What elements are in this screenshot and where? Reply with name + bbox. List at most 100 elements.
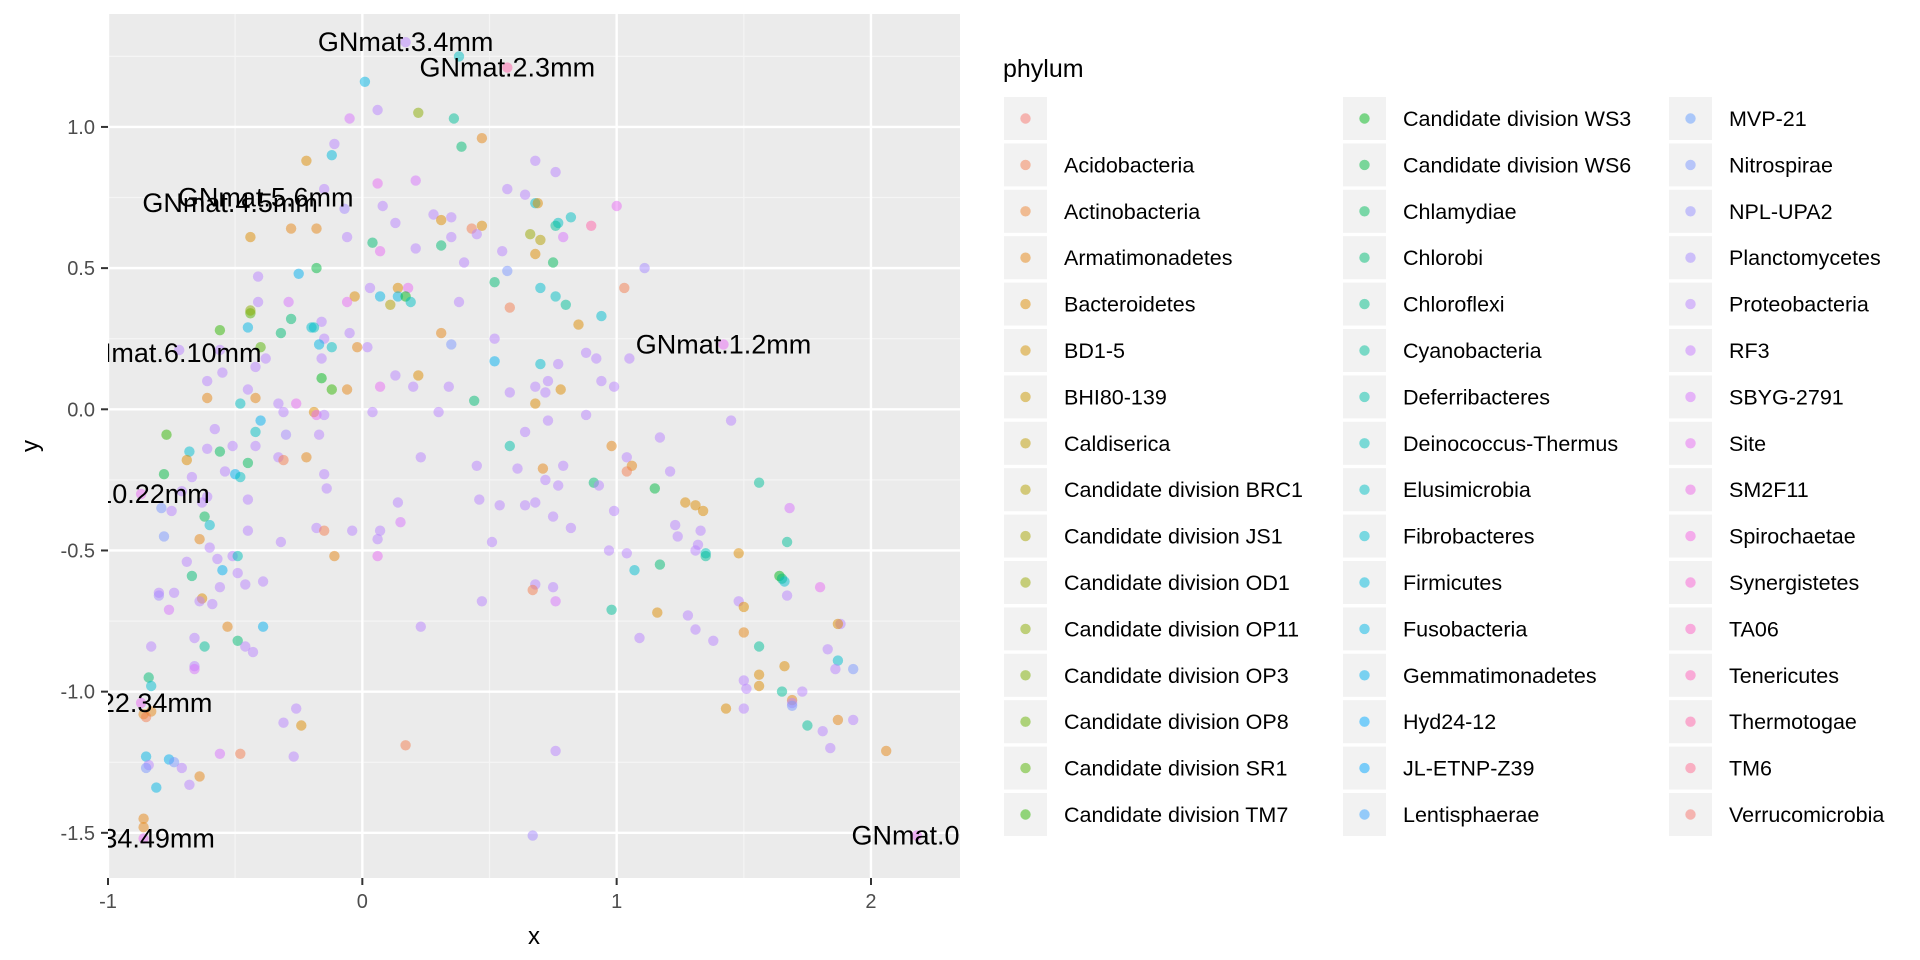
data-point bbox=[245, 305, 256, 316]
data-point bbox=[214, 446, 226, 457]
data-point bbox=[436, 240, 447, 251]
data-point bbox=[580, 347, 592, 358]
data-point bbox=[374, 381, 386, 392]
data-point bbox=[288, 751, 299, 762]
sample-label: at.10.22mm bbox=[67, 479, 210, 509]
data-point bbox=[446, 339, 457, 350]
legend-swatch bbox=[1359, 623, 1370, 635]
data-point bbox=[550, 220, 561, 231]
data-point bbox=[608, 381, 620, 392]
data-point bbox=[797, 686, 808, 697]
legend-swatch bbox=[1359, 391, 1370, 403]
data-point bbox=[341, 231, 353, 243]
data-point bbox=[181, 454, 192, 466]
data-point bbox=[690, 545, 701, 556]
legend-label: Hyd24-12 bbox=[1403, 710, 1496, 734]
data-point bbox=[140, 711, 152, 723]
legend-label: Chloroflexi bbox=[1403, 293, 1505, 317]
legend-swatch bbox=[1359, 113, 1370, 124]
data-point bbox=[240, 579, 251, 590]
data-point bbox=[504, 440, 515, 452]
legend-label: NPL-UPA2 bbox=[1729, 200, 1833, 224]
data-point bbox=[738, 675, 749, 686]
legend-label: Candidate division OP11 bbox=[1064, 617, 1299, 641]
data-point bbox=[621, 548, 632, 559]
legend-swatch bbox=[1020, 113, 1031, 124]
data-point bbox=[781, 536, 793, 548]
data-point bbox=[542, 375, 554, 387]
data-point bbox=[733, 548, 744, 559]
legend-swatch bbox=[1359, 345, 1370, 356]
legend-swatch bbox=[1020, 577, 1031, 588]
data-point bbox=[392, 497, 404, 508]
data-point bbox=[273, 398, 284, 409]
data-point bbox=[504, 302, 515, 313]
data-point bbox=[530, 381, 541, 392]
data-point bbox=[395, 517, 406, 528]
legend-swatch bbox=[1020, 345, 1031, 356]
data-point bbox=[255, 415, 266, 426]
data-point bbox=[163, 604, 175, 615]
data-point bbox=[291, 398, 302, 409]
legend-label: Synergistetes bbox=[1729, 571, 1859, 595]
data-point bbox=[453, 51, 465, 62]
data-point bbox=[242, 384, 254, 395]
data-point bbox=[560, 299, 571, 310]
data-point bbox=[250, 361, 261, 373]
data-point bbox=[591, 353, 602, 364]
data-point bbox=[471, 229, 482, 240]
legend-label: Bacteroidetes bbox=[1064, 293, 1195, 317]
data-point bbox=[586, 220, 597, 231]
legend-swatch bbox=[1685, 762, 1696, 774]
data-point bbox=[189, 663, 200, 675]
data-point bbox=[848, 663, 859, 675]
data-point bbox=[446, 212, 457, 223]
legend-swatch bbox=[1020, 762, 1031, 774]
data-point bbox=[326, 384, 337, 395]
legend-swatch bbox=[1685, 484, 1696, 495]
sample-label: GNmat.0.1 bbox=[852, 821, 983, 851]
data-point bbox=[558, 460, 569, 471]
data-point bbox=[458, 257, 470, 268]
data-point bbox=[313, 339, 325, 350]
data-point bbox=[738, 627, 749, 638]
data-point bbox=[456, 141, 467, 152]
data-point bbox=[593, 480, 605, 491]
data-point bbox=[158, 531, 170, 542]
sample-label: at.34.49mm bbox=[72, 824, 215, 854]
data-point bbox=[530, 155, 541, 166]
data-point bbox=[319, 469, 330, 480]
x-tick-label: 0 bbox=[357, 891, 368, 913]
data-point bbox=[316, 316, 327, 327]
legend-swatch bbox=[1020, 298, 1031, 310]
data-point bbox=[547, 511, 559, 522]
legend-label: Actinobacteria bbox=[1064, 200, 1200, 224]
data-point bbox=[512, 463, 523, 474]
sample-label: GNmat.2.3mm bbox=[420, 53, 596, 83]
data-point bbox=[654, 559, 666, 570]
data-point bbox=[240, 641, 251, 652]
data-point bbox=[753, 477, 765, 488]
data-point bbox=[367, 237, 378, 248]
data-point bbox=[786, 700, 798, 711]
data-point bbox=[530, 248, 541, 260]
legend-swatch bbox=[1685, 670, 1696, 681]
legend-swatch bbox=[1020, 206, 1031, 217]
data-point bbox=[140, 762, 152, 774]
legend-swatch bbox=[1020, 530, 1031, 542]
data-point bbox=[573, 319, 584, 330]
legend-swatch bbox=[1020, 438, 1031, 449]
data-point bbox=[530, 398, 541, 409]
data-point bbox=[202, 375, 213, 387]
data-point bbox=[433, 406, 444, 418]
data-point bbox=[413, 370, 424, 381]
data-point bbox=[504, 387, 515, 398]
data-point bbox=[596, 375, 607, 387]
data-point bbox=[194, 596, 205, 607]
data-point bbox=[400, 37, 411, 48]
data-point bbox=[214, 582, 226, 593]
legend-swatch bbox=[1020, 159, 1031, 171]
data-point bbox=[202, 392, 213, 404]
data-point bbox=[606, 440, 617, 452]
legend-label: Proteobacteria bbox=[1729, 293, 1869, 317]
